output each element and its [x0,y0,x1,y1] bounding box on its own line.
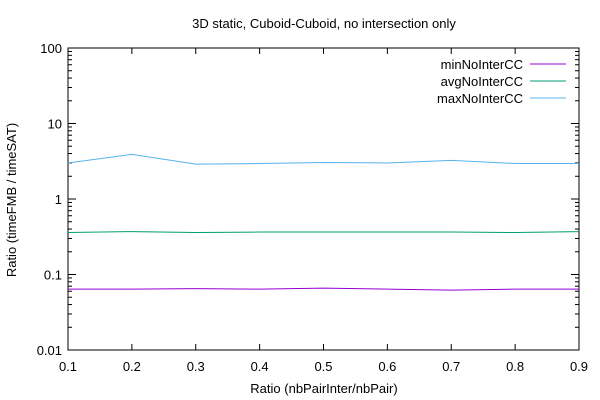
x-tick-label: 0.2 [123,359,141,374]
series-line-minNoInterCC [68,287,579,291]
x-tick-label: 0.5 [314,359,332,374]
x-axis-label: Ratio (nbPairInter/nbPair) [250,381,397,396]
x-tick-label: 0.7 [442,359,460,374]
series-line-maxNoInterCC [67,153,579,165]
legend-label-avgNoInterCC: avgNoInterCC [441,74,523,89]
legend-label-minNoInterCC: minNoInterCC [441,57,523,72]
x-tick-label: 0.9 [570,359,588,374]
y-tick-label: 10 [48,117,62,132]
chart-title: 3D static, Cuboid-Cuboid, no intersectio… [192,16,456,31]
y-tick-label: 0.01 [37,343,62,358]
y-tick-label: 100 [40,41,62,56]
y-tick-label: 1 [55,192,62,207]
legend-label-maxNoInterCC: maxNoInterCC [437,91,523,106]
x-tick-label: 0.3 [187,359,205,374]
series-line-avgNoInterCC [67,231,580,234]
y-tick-label: 0.1 [44,268,62,283]
y-axis-label: Ratio (timeFMB / timeSAT) [4,123,19,277]
x-tick-label: 0.1 [59,359,77,374]
x-tick-label: 0.4 [251,359,269,374]
legend: minNoInterCC avgNoInterCC maxNoInterCC [437,57,566,106]
x-tick-label: 0.8 [506,359,524,374]
x-tick-label: 0.6 [378,359,396,374]
